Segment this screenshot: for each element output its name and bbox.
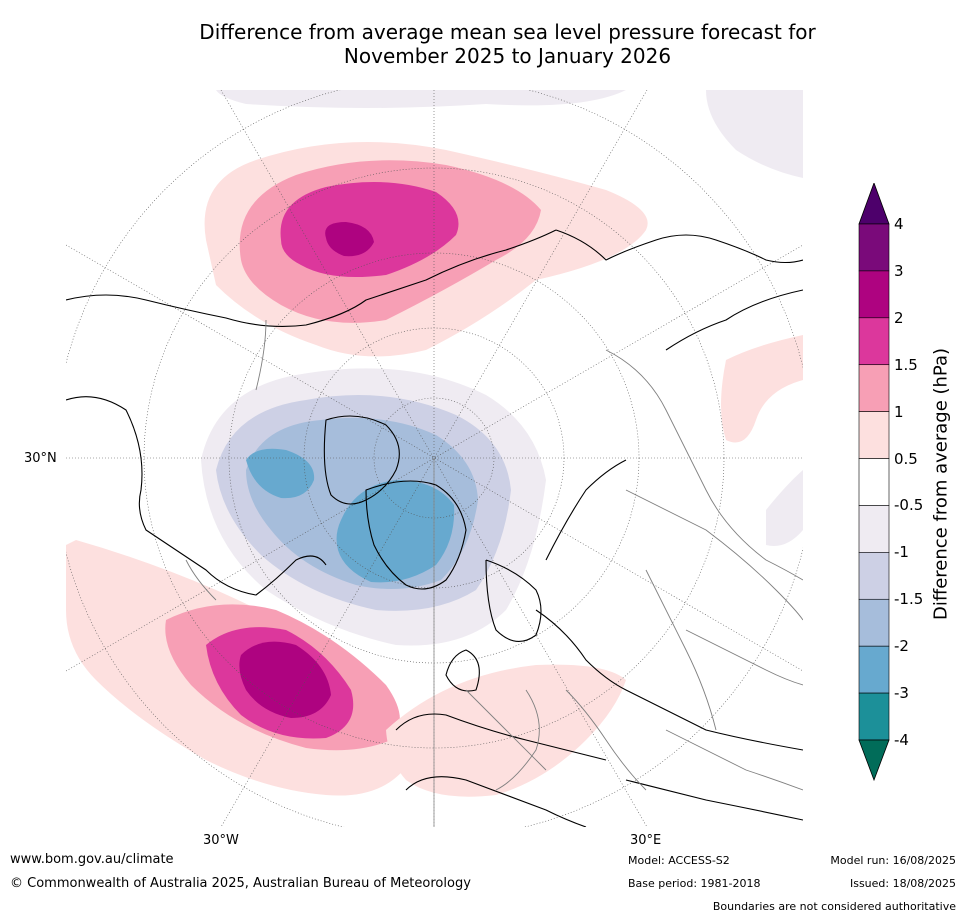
colorbar-title: Difference from average (hPa) bbox=[930, 347, 952, 621]
colorbar-tick-label: -3 bbox=[894, 684, 909, 703]
colorbar-tick-label: 1.5 bbox=[894, 355, 918, 374]
colorbar-bin bbox=[858, 270, 890, 319]
lon-label-30e: 30°E bbox=[630, 833, 662, 848]
colorbar bbox=[858, 183, 890, 781]
polar-map bbox=[66, 90, 803, 827]
model-name: Model: ACCESS-S2 bbox=[628, 854, 730, 867]
colorbar-extend-low bbox=[858, 739, 890, 781]
colorbar-bin bbox=[858, 692, 890, 741]
anomaly-asia-positive bbox=[721, 335, 803, 443]
colorbar-tick-label: -4 bbox=[894, 731, 909, 749]
colorbar-bin bbox=[858, 411, 890, 459]
colorbar-tick-label: -1.5 bbox=[894, 590, 924, 609]
disclaimer: Boundaries are not considered authoritat… bbox=[712, 900, 956, 913]
anomaly-arctic-low bbox=[201, 368, 546, 646]
colorbar-bin bbox=[858, 645, 890, 694]
country-boundaries bbox=[185, 319, 803, 791]
title-line-1: Difference from average mean sea level p… bbox=[199, 20, 816, 44]
colorbar-bin bbox=[858, 505, 890, 553]
colorbar-bin bbox=[858, 552, 890, 600]
colorbar-tick-label: 1 bbox=[894, 402, 904, 421]
colorbar-tick-label: 0.5 bbox=[894, 449, 918, 468]
colorbar-bin bbox=[858, 364, 890, 412]
colorbar-tick-label: -1 bbox=[894, 543, 909, 562]
colorbar-bin bbox=[858, 223, 890, 272]
colorbar-extend-high bbox=[858, 183, 890, 225]
colorbar-tick-label: -0.5 bbox=[894, 496, 924, 515]
colorbar-tick-label: 3 bbox=[894, 261, 904, 280]
base-period: Base period: 1981-2018 bbox=[628, 877, 761, 890]
model-run: Model run: 16/08/2025 bbox=[830, 854, 956, 867]
lon-label-30w: 30°W bbox=[203, 833, 239, 848]
anomaly-east-negative bbox=[766, 470, 803, 546]
website-link[interactable]: www.bom.gov.au/climate bbox=[10, 852, 174, 867]
colorbar-tick-label: 2 bbox=[894, 308, 904, 327]
issued-date: Issued: 18/08/2025 bbox=[849, 877, 956, 890]
title-line-2: November 2025 to January 2026 bbox=[343, 44, 672, 68]
colorbar-bin bbox=[858, 458, 890, 506]
colorbar-bin bbox=[858, 317, 890, 366]
colorbar-tick-label: -2 bbox=[894, 637, 909, 656]
anomaly-north-pacific-high bbox=[204, 142, 648, 357]
coastlines bbox=[66, 229, 803, 827]
anomaly-top-negative bbox=[216, 90, 626, 108]
lat-label-30n: 30°N bbox=[24, 451, 57, 466]
chart-title: Difference from average mean sea level p… bbox=[0, 20, 965, 68]
anomaly-ne-negative bbox=[706, 90, 803, 178]
anomaly-north-atlantic-high bbox=[66, 540, 411, 796]
colorbar-tick-label: 4 bbox=[894, 215, 904, 233]
colorbar-bin bbox=[858, 598, 890, 647]
copyright-text: © Commonwealth of Australia 2025, Austra… bbox=[10, 876, 471, 891]
